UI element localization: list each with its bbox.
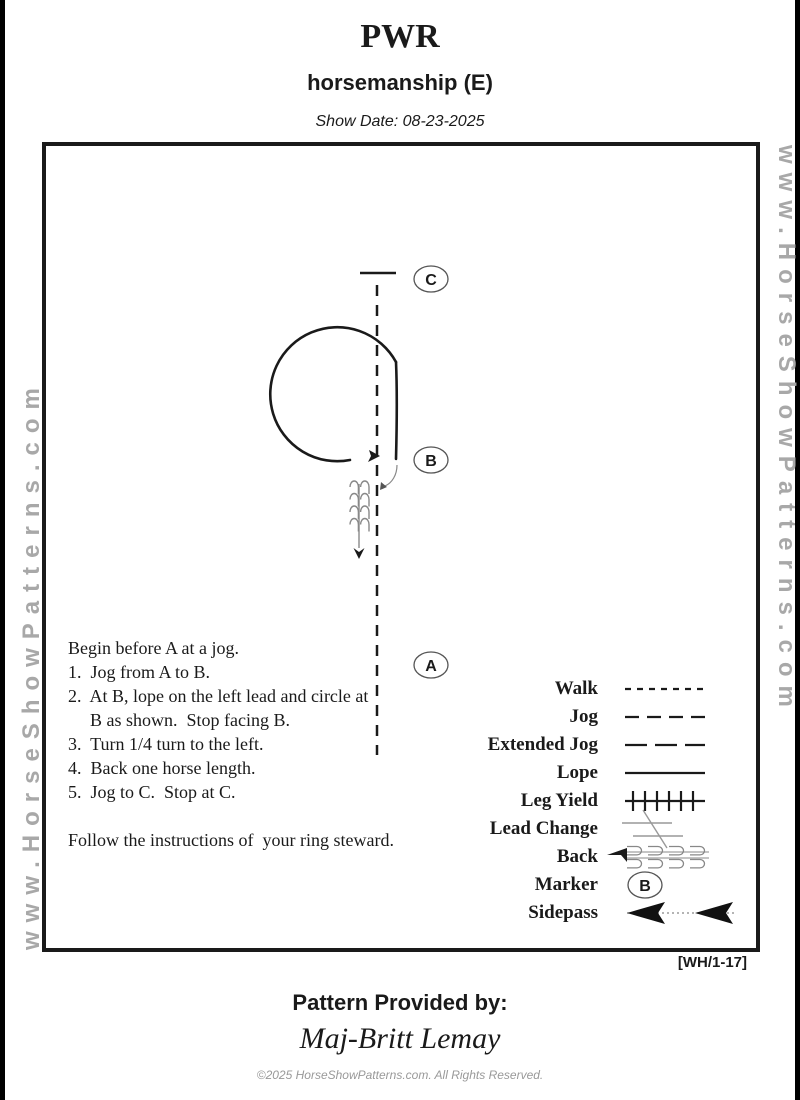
- svg-text:B: B: [425, 453, 437, 470]
- svg-text:B: B: [639, 878, 651, 895]
- svg-text:C: C: [425, 272, 437, 289]
- svg-text:A: A: [425, 658, 437, 675]
